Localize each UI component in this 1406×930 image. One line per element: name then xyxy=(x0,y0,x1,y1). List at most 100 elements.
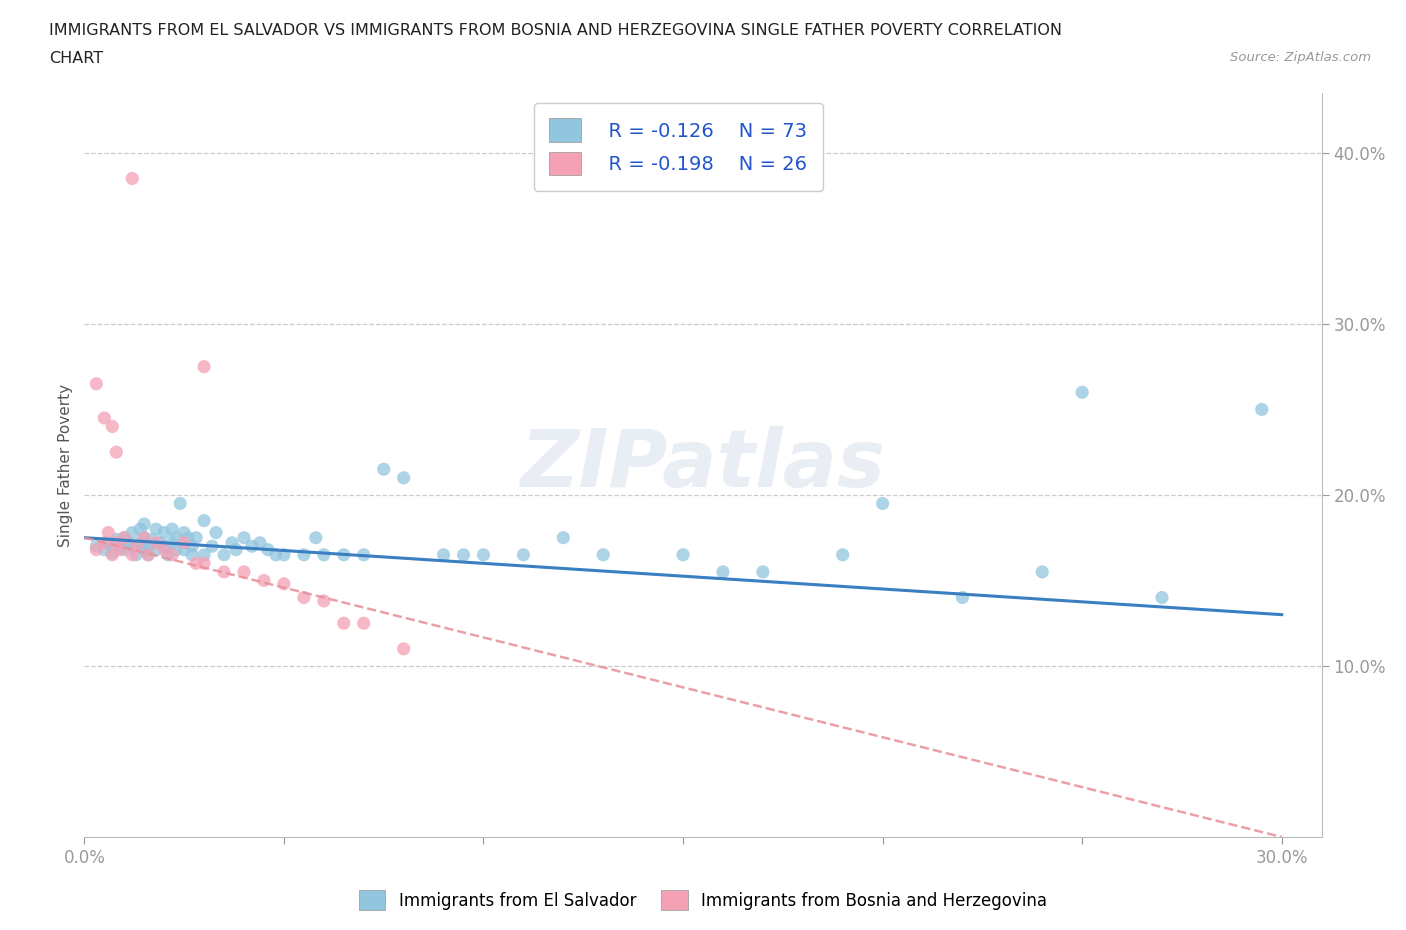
Point xyxy=(233,530,256,545)
Point xyxy=(173,536,195,551)
Point xyxy=(353,616,375,631)
Point xyxy=(129,536,152,551)
Point xyxy=(181,548,204,563)
Point xyxy=(253,573,276,588)
Point xyxy=(333,548,356,563)
Point xyxy=(112,530,135,545)
Point xyxy=(110,542,132,557)
Point xyxy=(93,542,115,557)
Point xyxy=(711,565,734,579)
Point xyxy=(312,593,335,608)
Point xyxy=(292,591,315,605)
Point xyxy=(512,548,534,563)
Point xyxy=(212,565,235,579)
Point xyxy=(432,548,454,563)
Point xyxy=(86,542,108,557)
Point xyxy=(93,410,115,425)
Point xyxy=(129,522,152,537)
Point xyxy=(153,538,176,553)
Text: IMMIGRANTS FROM EL SALVADOR VS IMMIGRANTS FROM BOSNIA AND HERZEGOVINA SINGLE FAT: IMMIGRANTS FROM EL SALVADOR VS IMMIGRANT… xyxy=(49,23,1062,38)
Point xyxy=(257,542,280,557)
Point xyxy=(160,536,183,551)
Text: Source: ZipAtlas.com: Source: ZipAtlas.com xyxy=(1230,51,1371,64)
Point xyxy=(112,542,135,557)
Point xyxy=(136,538,159,553)
Point xyxy=(149,536,172,551)
Legend: Immigrants from El Salvador, Immigrants from Bosnia and Herzegovina: Immigrants from El Salvador, Immigrants … xyxy=(352,884,1054,917)
Point xyxy=(134,542,156,557)
Point xyxy=(173,542,195,557)
Point xyxy=(145,542,167,557)
Point xyxy=(233,565,256,579)
Point xyxy=(1250,402,1272,417)
Point xyxy=(373,462,395,477)
Point xyxy=(249,536,271,551)
Point xyxy=(1150,591,1173,605)
Point xyxy=(117,536,139,551)
Point xyxy=(125,548,148,563)
Point xyxy=(1071,385,1094,400)
Point xyxy=(193,548,215,563)
Point xyxy=(153,542,176,557)
Point xyxy=(136,548,159,563)
Point xyxy=(193,513,215,528)
Point xyxy=(184,556,207,571)
Point xyxy=(264,548,287,563)
Point xyxy=(221,536,243,551)
Legend:   R = -0.126    N = 73,   R = -0.198    N = 26: R = -0.126 N = 73, R = -0.198 N = 26 xyxy=(534,102,823,191)
Point xyxy=(97,536,120,551)
Point xyxy=(101,548,124,563)
Point xyxy=(105,532,128,547)
Point xyxy=(173,525,195,540)
Point xyxy=(292,548,315,563)
Point xyxy=(141,532,163,547)
Y-axis label: Single Father Poverty: Single Father Poverty xyxy=(58,383,73,547)
Point xyxy=(110,538,132,553)
Point xyxy=(240,538,263,553)
Point xyxy=(952,591,974,605)
Point xyxy=(160,548,183,563)
Point xyxy=(101,419,124,434)
Point xyxy=(86,377,108,392)
Point xyxy=(333,616,356,631)
Point xyxy=(181,538,204,553)
Point xyxy=(121,538,143,553)
Point xyxy=(153,525,176,540)
Point xyxy=(136,548,159,563)
Point xyxy=(592,548,614,563)
Point xyxy=(145,522,167,537)
Point xyxy=(105,536,128,551)
Point xyxy=(752,565,775,579)
Point xyxy=(165,542,187,557)
Point xyxy=(121,548,143,563)
Point xyxy=(201,538,224,553)
Point xyxy=(193,556,215,571)
Point xyxy=(160,522,183,537)
Point xyxy=(86,538,108,553)
Point xyxy=(305,530,328,545)
Point xyxy=(97,525,120,540)
Point xyxy=(392,642,415,657)
Point xyxy=(134,516,156,531)
Point xyxy=(165,530,187,545)
Point xyxy=(169,496,191,511)
Text: CHART: CHART xyxy=(49,51,103,66)
Point xyxy=(353,548,375,563)
Point xyxy=(225,542,247,557)
Point xyxy=(672,548,695,563)
Point xyxy=(101,546,124,561)
Point xyxy=(212,548,235,563)
Point xyxy=(553,530,575,545)
Point xyxy=(134,530,156,545)
Point xyxy=(872,496,894,511)
Point xyxy=(93,536,115,551)
Point xyxy=(273,577,295,591)
Point xyxy=(472,548,495,563)
Point xyxy=(205,525,228,540)
Text: ZIPatlas: ZIPatlas xyxy=(520,426,886,504)
Point xyxy=(312,548,335,563)
Point xyxy=(193,359,215,374)
Point xyxy=(177,530,200,545)
Point xyxy=(453,548,475,563)
Point xyxy=(134,530,156,545)
